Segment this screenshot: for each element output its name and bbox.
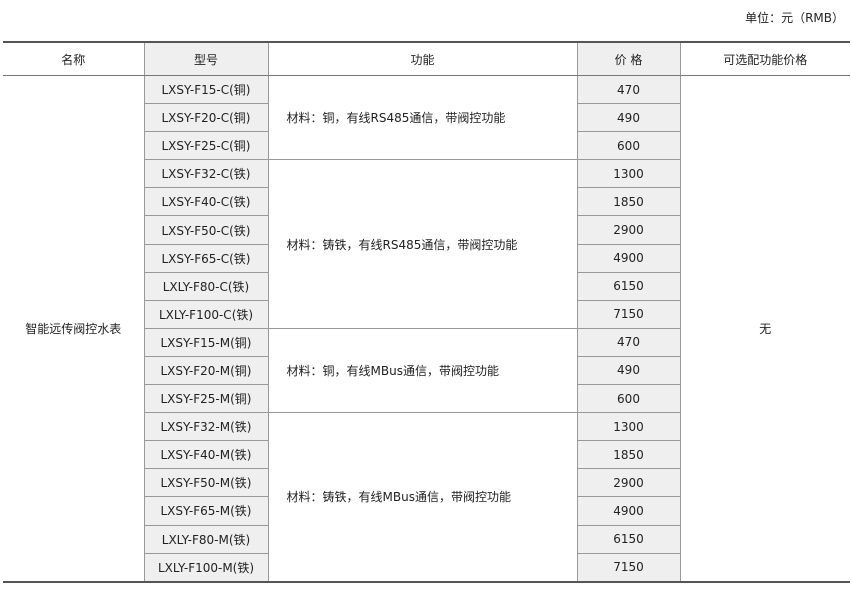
table-row: LXLY-F100-M(铁) 7150 (3, 552, 850, 583)
price-cell: 490 (576, 103, 680, 133)
table-row: LXSY-F25-M(铜) 600 (3, 384, 850, 414)
price-cell: 6150 (576, 524, 680, 554)
model-cell: LXSY-F15-M(铜) (144, 327, 269, 357)
model-cell: LXLY-F80-M(铁) (144, 524, 269, 554)
function-cell: 材料：铸铁，有线RS485通信，带阀控功能 (267, 159, 578, 329)
function-cell: 材料：铜，有线MBus通信，带阀控功能 (267, 327, 578, 414)
model-cell: LXSY-F65-C(铁) (144, 243, 269, 273)
model-cell: LXSY-F50-C(铁) (144, 215, 269, 245)
optional-price: 无 (679, 74, 850, 583)
price-cell: 600 (576, 131, 680, 161)
header-model: 型号 (143, 41, 269, 76)
model-cell: LXSY-F32-C(铁) (144, 159, 269, 189)
price-cell: 1300 (576, 159, 680, 189)
model-cell: LXSY-F40-M(铁) (144, 440, 269, 470)
price-cell: 7150 (576, 299, 680, 329)
table-row: LXLY-F80-C(铁) 6150 (3, 271, 850, 301)
table-row: LXSY-F65-C(铁) 4900 (3, 243, 850, 273)
price-cell: 1850 (576, 187, 680, 217)
model-cell: LXSY-F50-M(铁) (144, 468, 269, 498)
price-cell: 490 (576, 355, 680, 386)
header-price: 价 格 (576, 41, 681, 76)
model-cell: LXSY-F20-C(铜) (144, 103, 269, 133)
model-cell: LXSY-F25-M(铜) (144, 384, 269, 414)
price-cell: 2900 (576, 215, 680, 245)
price-cell: 1850 (576, 440, 680, 470)
table-row: LXSY-F25-C(铜) 600 (3, 131, 850, 161)
unit-label: 单位：元（RMB） (745, 11, 844, 25)
table-row: LXSY-F32-C(铁) 材料：铸铁，有线RS485通信，带阀控功能 1300 (3, 159, 850, 329)
header-name: 名称 (3, 41, 145, 76)
table-row: LXSY-F50-M(铁) 2900 (3, 468, 850, 498)
header-optional-price: 可选配功能价格 (679, 41, 850, 76)
price-cell: 6150 (576, 271, 680, 301)
table-row: LXSY-F20-C(铜) 490 (3, 103, 850, 133)
table-row: 智能远传阀控水表 LXSY-F15-C(铜) 材料：铜，有线RS485通信，带阀控功… (3, 74, 850, 583)
model-cell: LXLY-F100-M(铁) (144, 552, 269, 583)
table-row: LXSY-F20-M(铜) 490 (3, 355, 850, 386)
model-cell: LXSY-F15-C(铜) (143, 74, 269, 105)
table-row: LXSY-F32-M(铁) 材料：铸铁，有线MBus通信，带阀控功能 1300 (3, 412, 850, 583)
table-row: LXSY-F40-M(铁) 1850 (3, 440, 850, 470)
price-cell: 7150 (576, 552, 680, 583)
header-row: 名称 型号 功能 价 格 可选配功能价格 (3, 41, 850, 76)
table-row: LXLY-F80-M(铁) 6150 (3, 524, 850, 554)
header-function: 功能 (267, 41, 578, 76)
table-row: LXLY-F100-C(铁) 7150 (3, 299, 850, 329)
model-cell: LXSY-F32-M(铁) (144, 412, 269, 442)
model-cell: LXSY-F40-C(铁) (144, 187, 269, 217)
function-cell: 材料：铜，有线RS485通信，带阀控功能 (267, 74, 578, 161)
function-cell: 材料：铸铁，有线MBus通信，带阀控功能 (267, 412, 578, 583)
price-cell: 1300 (576, 412, 680, 442)
price-cell: 470 (576, 327, 680, 357)
model-cell: LXLY-F100-C(铁) (144, 299, 269, 329)
model-cell: LXSY-F20-M(铜) (144, 355, 269, 386)
price-cell: 600 (576, 384, 680, 414)
price-cell: 4900 (576, 496, 680, 526)
price-table: 名称 型号 功能 价 格 可选配功能价格 智能远传阀控水表 LXSY-F15-C(… (3, 41, 850, 583)
price-cell: 470 (576, 74, 681, 105)
price-cell: 4900 (576, 243, 680, 273)
price-cell: 2900 (576, 468, 680, 498)
model-cell: LXSY-F65-M(铁) (144, 496, 269, 526)
product-name: 智能远传阀控水表 (3, 74, 145, 583)
table-row: LXSY-F15-M(铜) 材料：铜，有线MBus通信，带阀控功能 470 (3, 327, 850, 414)
model-cell: LXLY-F80-C(铁) (144, 271, 269, 301)
model-cell: LXSY-F25-C(铜) (144, 131, 269, 161)
